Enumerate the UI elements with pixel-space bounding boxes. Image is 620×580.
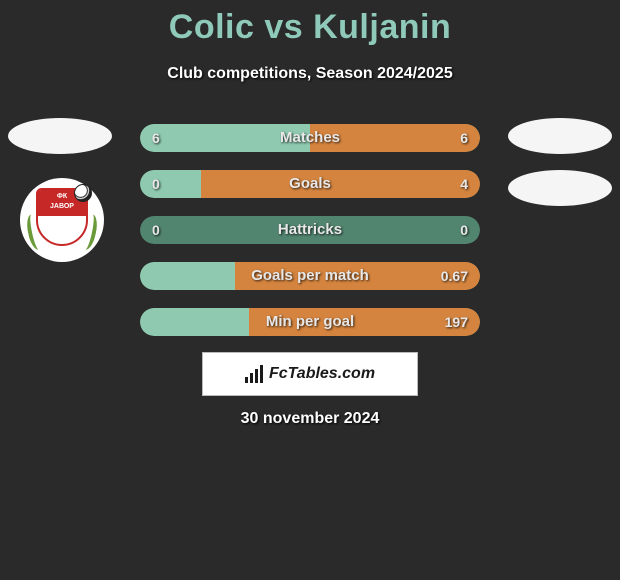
date-label: 30 november 2024 <box>0 410 620 428</box>
source-logo: FcTables.com <box>202 352 418 396</box>
bar-label: Min per goal <box>140 308 480 336</box>
stat-row: 66Matches <box>140 124 480 152</box>
stats-bars: 66Matches 04Goals 00Hattricks 0.67Goals per… <box>140 124 480 354</box>
stat-row: 00Hattricks <box>140 216 480 244</box>
badge-line2: ЈАВОР <box>38 202 86 212</box>
bar-label: Matches <box>140 124 480 152</box>
stat-row: 04Goals <box>140 170 480 198</box>
page-subtitle: Club competitions, Season 2024/2025 <box>0 65 620 83</box>
player-left-avatar <box>8 118 112 154</box>
player-right-avatar-2 <box>508 170 612 206</box>
bar-label: Goals per match <box>140 262 480 290</box>
page-title: Colic vs Kuljanin <box>0 0 620 47</box>
ball-icon <box>74 184 92 202</box>
club-badge: ФК ЈАВОР <box>20 178 104 262</box>
bar-label: Hattricks <box>140 216 480 244</box>
stat-row: 197Min per goal <box>140 308 480 336</box>
logo-text: FcTables.com <box>269 365 375 383</box>
stat-row: 0.67Goals per match <box>140 262 480 290</box>
bar-label: Goals <box>140 170 480 198</box>
logo-bars-icon <box>245 365 263 383</box>
player-right-avatar-1 <box>508 118 612 154</box>
